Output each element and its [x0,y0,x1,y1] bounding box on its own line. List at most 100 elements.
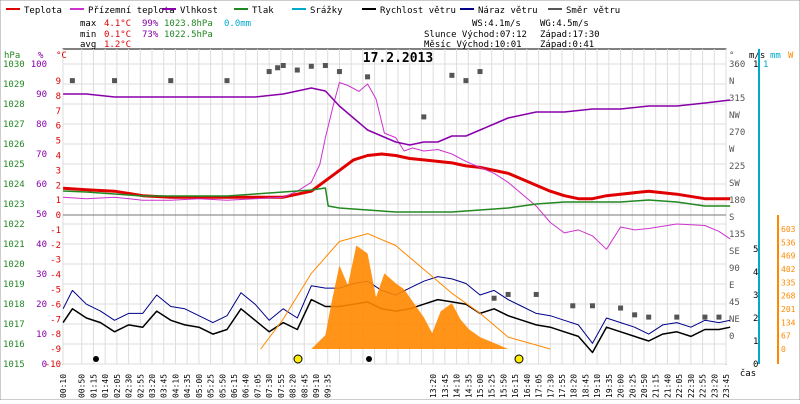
series-smer-vetru-point [449,72,455,78]
x-tick-label: 02:55 [136,374,145,398]
tick-label-pct: 80 [36,120,47,130]
stats-avg-label: avg [80,40,96,50]
tick-label-direction: 360 [729,60,745,70]
series-smer-vetru-point [702,314,708,320]
series-smer-vetru-point [69,78,75,84]
x-tick-label: 18:45 [581,374,590,398]
x-tick-label: 03:20 [148,374,157,398]
tick-label-w: 469 [781,252,796,261]
series-smer-vetru-point [477,69,483,75]
tick-label-hpa: 1018 [3,300,25,310]
tick-label-degc: -1 [50,226,61,236]
tick-label-ms: 0 [753,360,758,370]
x-tick-label: 23:20 [710,374,719,398]
tick-label-degc: -3 [50,256,61,266]
x-tick-label: 01:15 [89,374,98,398]
x-tick-label: 09:35 [324,374,333,398]
x-tick-label: 00:10 [59,374,68,398]
tick-label-ms: 1 [753,60,758,70]
x-tick-label: 15:50 [499,374,508,398]
tick-label-degc: 0 [56,211,61,221]
info-wg: WG:4.5m/s [540,19,589,29]
x-tick-label: 16:40 [523,374,532,398]
x-axis: 00:10 00:50 01:15 01:40 02:05 02:30 02:55 03:20… [59,374,731,398]
series-smer-vetru-point [112,78,118,84]
tick-label-hpa: 1016 [3,340,25,350]
left-axes: 1030102910281027102610251024102310221021… [3,60,61,370]
series-smer-vetru-point [308,63,314,69]
tick-label-degc: -7 [50,315,61,325]
tick-label-ms: 5 [753,245,758,255]
stats-max-rain: 0.0mm [224,19,251,29]
x-tick-label: 18:20 [570,374,579,398]
series-smer-vetru-point [533,291,539,297]
x-tick-label: 17:05 [535,374,544,398]
tick-label-degc: -9 [50,345,61,355]
x-tick-label: 07:30 [265,374,274,398]
info-ws: WS:4.1m/s [472,19,521,29]
legend-label-vlhkost: Vlhkost [180,6,218,16]
tick-label-direction: 0 [729,332,734,342]
x-tick-label: 15:00 [476,374,485,398]
tick-label-degc: 7 [56,107,61,117]
series-vlhkost-line [63,87,731,146]
tick-label-pct: 10 [36,330,47,340]
x-tick-label: 02:30 [125,374,134,398]
series-smer-vetru-point [589,303,595,309]
series-smer-vetru-point [646,314,652,320]
stats-avg-temp: 1.2°C [104,40,131,50]
tick-label-pct: 0 [42,360,47,370]
tick-label-degc: 4 [56,151,61,161]
x-tick-label: 07:55 [277,374,286,398]
x-tick-label: 20:50 [640,374,649,398]
axis-unit-w: W [788,51,794,61]
tick-label-degc: 5 [56,137,61,147]
legend-label-prizemni-teplota: Přízemní teplota [88,6,175,16]
tick-label-direction: 135 [729,230,745,240]
moon-set-marker [93,356,99,362]
tick-label-hpa: 1029 [3,80,25,90]
x-tick-label: 05:00 [195,374,204,398]
x-tick-label: 21:40 [663,374,672,398]
tick-label-pct: 100 [31,60,47,70]
tick-label-ms: 1 [753,337,758,347]
tick-label-pct: 70 [36,150,47,160]
x-tick-label: 23:45 [722,374,731,398]
stats-min-label: min [80,30,96,40]
tick-label-degc: -5 [50,286,61,296]
tick-label-w: 134 [781,318,796,327]
right-axes: 360 N 315 NW 270 W 225 SW 180 S 135 SE 90 E 45 NE 0 1 5 4 3 2… [729,60,796,370]
legend-label-tlak: Tlak [252,6,274,16]
tick-label-w: 0 [781,345,786,354]
grid [62,49,727,365]
stats-max-press: 1023.8hPa [164,19,213,29]
info-block: WS:4.1m/s WG:4.5m/s Slunce Východ:07:12 … [424,19,600,50]
tick-label-direction: E [729,281,734,291]
axis-unit-degc: °C [56,51,67,61]
series-smer-vetru-point [463,78,469,84]
markers [93,354,524,364]
stats-max-label: max [80,19,97,29]
x-tick-label: 05:50 [218,374,227,398]
series-smer-vetru-point [294,67,300,73]
series-layer [62,63,731,354]
series-smer-vetru-point [275,65,281,71]
legend-label-smer-vetru: Směr větru [566,6,620,16]
axis-unit-hpa: hPa [4,51,20,61]
info-sun-rise: Slunce Východ:07:12 [424,30,527,40]
tick-label-hpa: 1028 [3,100,25,110]
tick-label-w: 603 [781,225,796,234]
tick-label-degc: -4 [50,271,61,281]
x-tick-label: 09:10 [312,374,321,398]
tick-label-ms: 3 [753,291,758,301]
tick-label-hpa: 1022 [3,220,25,230]
axis-unit-ms: m/s [749,51,765,61]
tick-label-direction: SE [729,247,740,257]
x-tick-label: 06:15 [230,374,239,398]
tick-label-hpa: 1020 [3,260,25,270]
axis-unit-pct: % [38,51,44,61]
tick-label-direction: NE [729,315,740,325]
tick-label-direction: N [729,77,734,87]
tick-label-direction: SW [729,179,740,189]
